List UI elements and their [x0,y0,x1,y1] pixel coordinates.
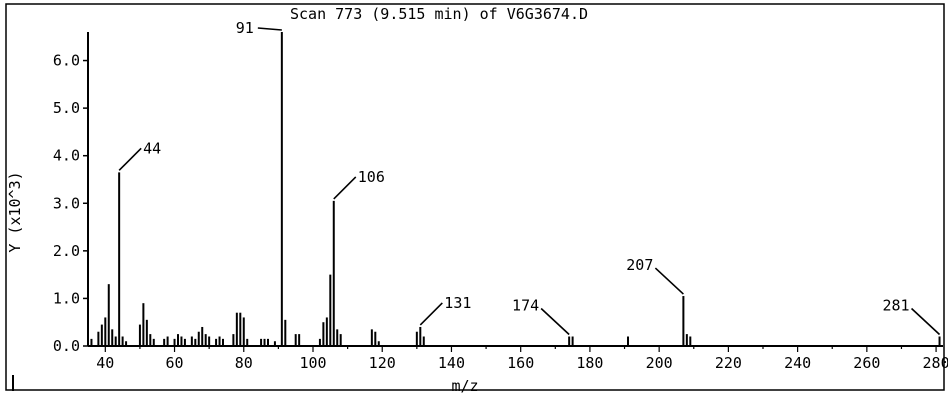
outer-border [5,3,945,391]
y-tick-label: 0.0 [53,337,80,355]
peak-leader-line [654,267,684,295]
x-tick-label: 140 [438,354,465,372]
peak-label: 281 [882,296,909,314]
x-tick-label: 180 [576,354,603,372]
peak-label: 106 [358,168,385,186]
x-tick-label: 200 [646,354,673,372]
x-tick-label: 60 [166,354,184,372]
peak-leader-line [333,176,357,200]
spectrum-bars [90,32,941,346]
y-tick-label: 2.0 [53,242,80,260]
x-tick-label: 80 [235,354,253,372]
x-tick-label: 120 [369,354,396,372]
x-tick-label: 240 [784,354,811,372]
x-axis-title: m/z [451,377,478,395]
x-tick-label: 40 [96,354,114,372]
x-ticks: 40 60 80 100 120 140 160 180 200 220 240 260 280 [96,346,948,372]
peak-label: 44 [143,139,161,157]
x-tick-label: 220 [715,354,742,372]
y-tick-label: 6.0 [53,52,80,70]
y-axis-title: Y (x10^3) [6,171,24,252]
peak-label: 91 [236,19,254,37]
y-ticks: 0.0 1.0 2.0 3.0 4.0 5.0 6.0 [53,52,88,355]
peak-label: 131 [444,294,471,312]
x-tick-label: 280 [923,354,948,372]
y-tick-label: 3.0 [53,194,80,212]
x-tick-label: 260 [853,354,880,372]
peak-leader-line [419,302,443,326]
y-tick-label: 1.0 [53,289,80,307]
chart-title: Scan 773 (9.515 min) of V6G3674.D [290,5,588,23]
peak-labels: 91 44 106 131 174 207 281 [118,19,941,336]
y-tick-label: 4.0 [53,147,80,165]
y-tick-label: 5.0 [53,99,80,117]
peak-label: 174 [512,296,539,314]
axes [87,32,943,347]
peak-leader-line [118,147,142,171]
peak-leader-line [910,307,941,336]
x-tick-label: 160 [507,354,534,372]
x-tick-label: 100 [299,354,326,372]
peak-leader-line [540,307,570,336]
peak-leader-line [257,27,282,31]
peak-label: 207 [626,256,653,274]
